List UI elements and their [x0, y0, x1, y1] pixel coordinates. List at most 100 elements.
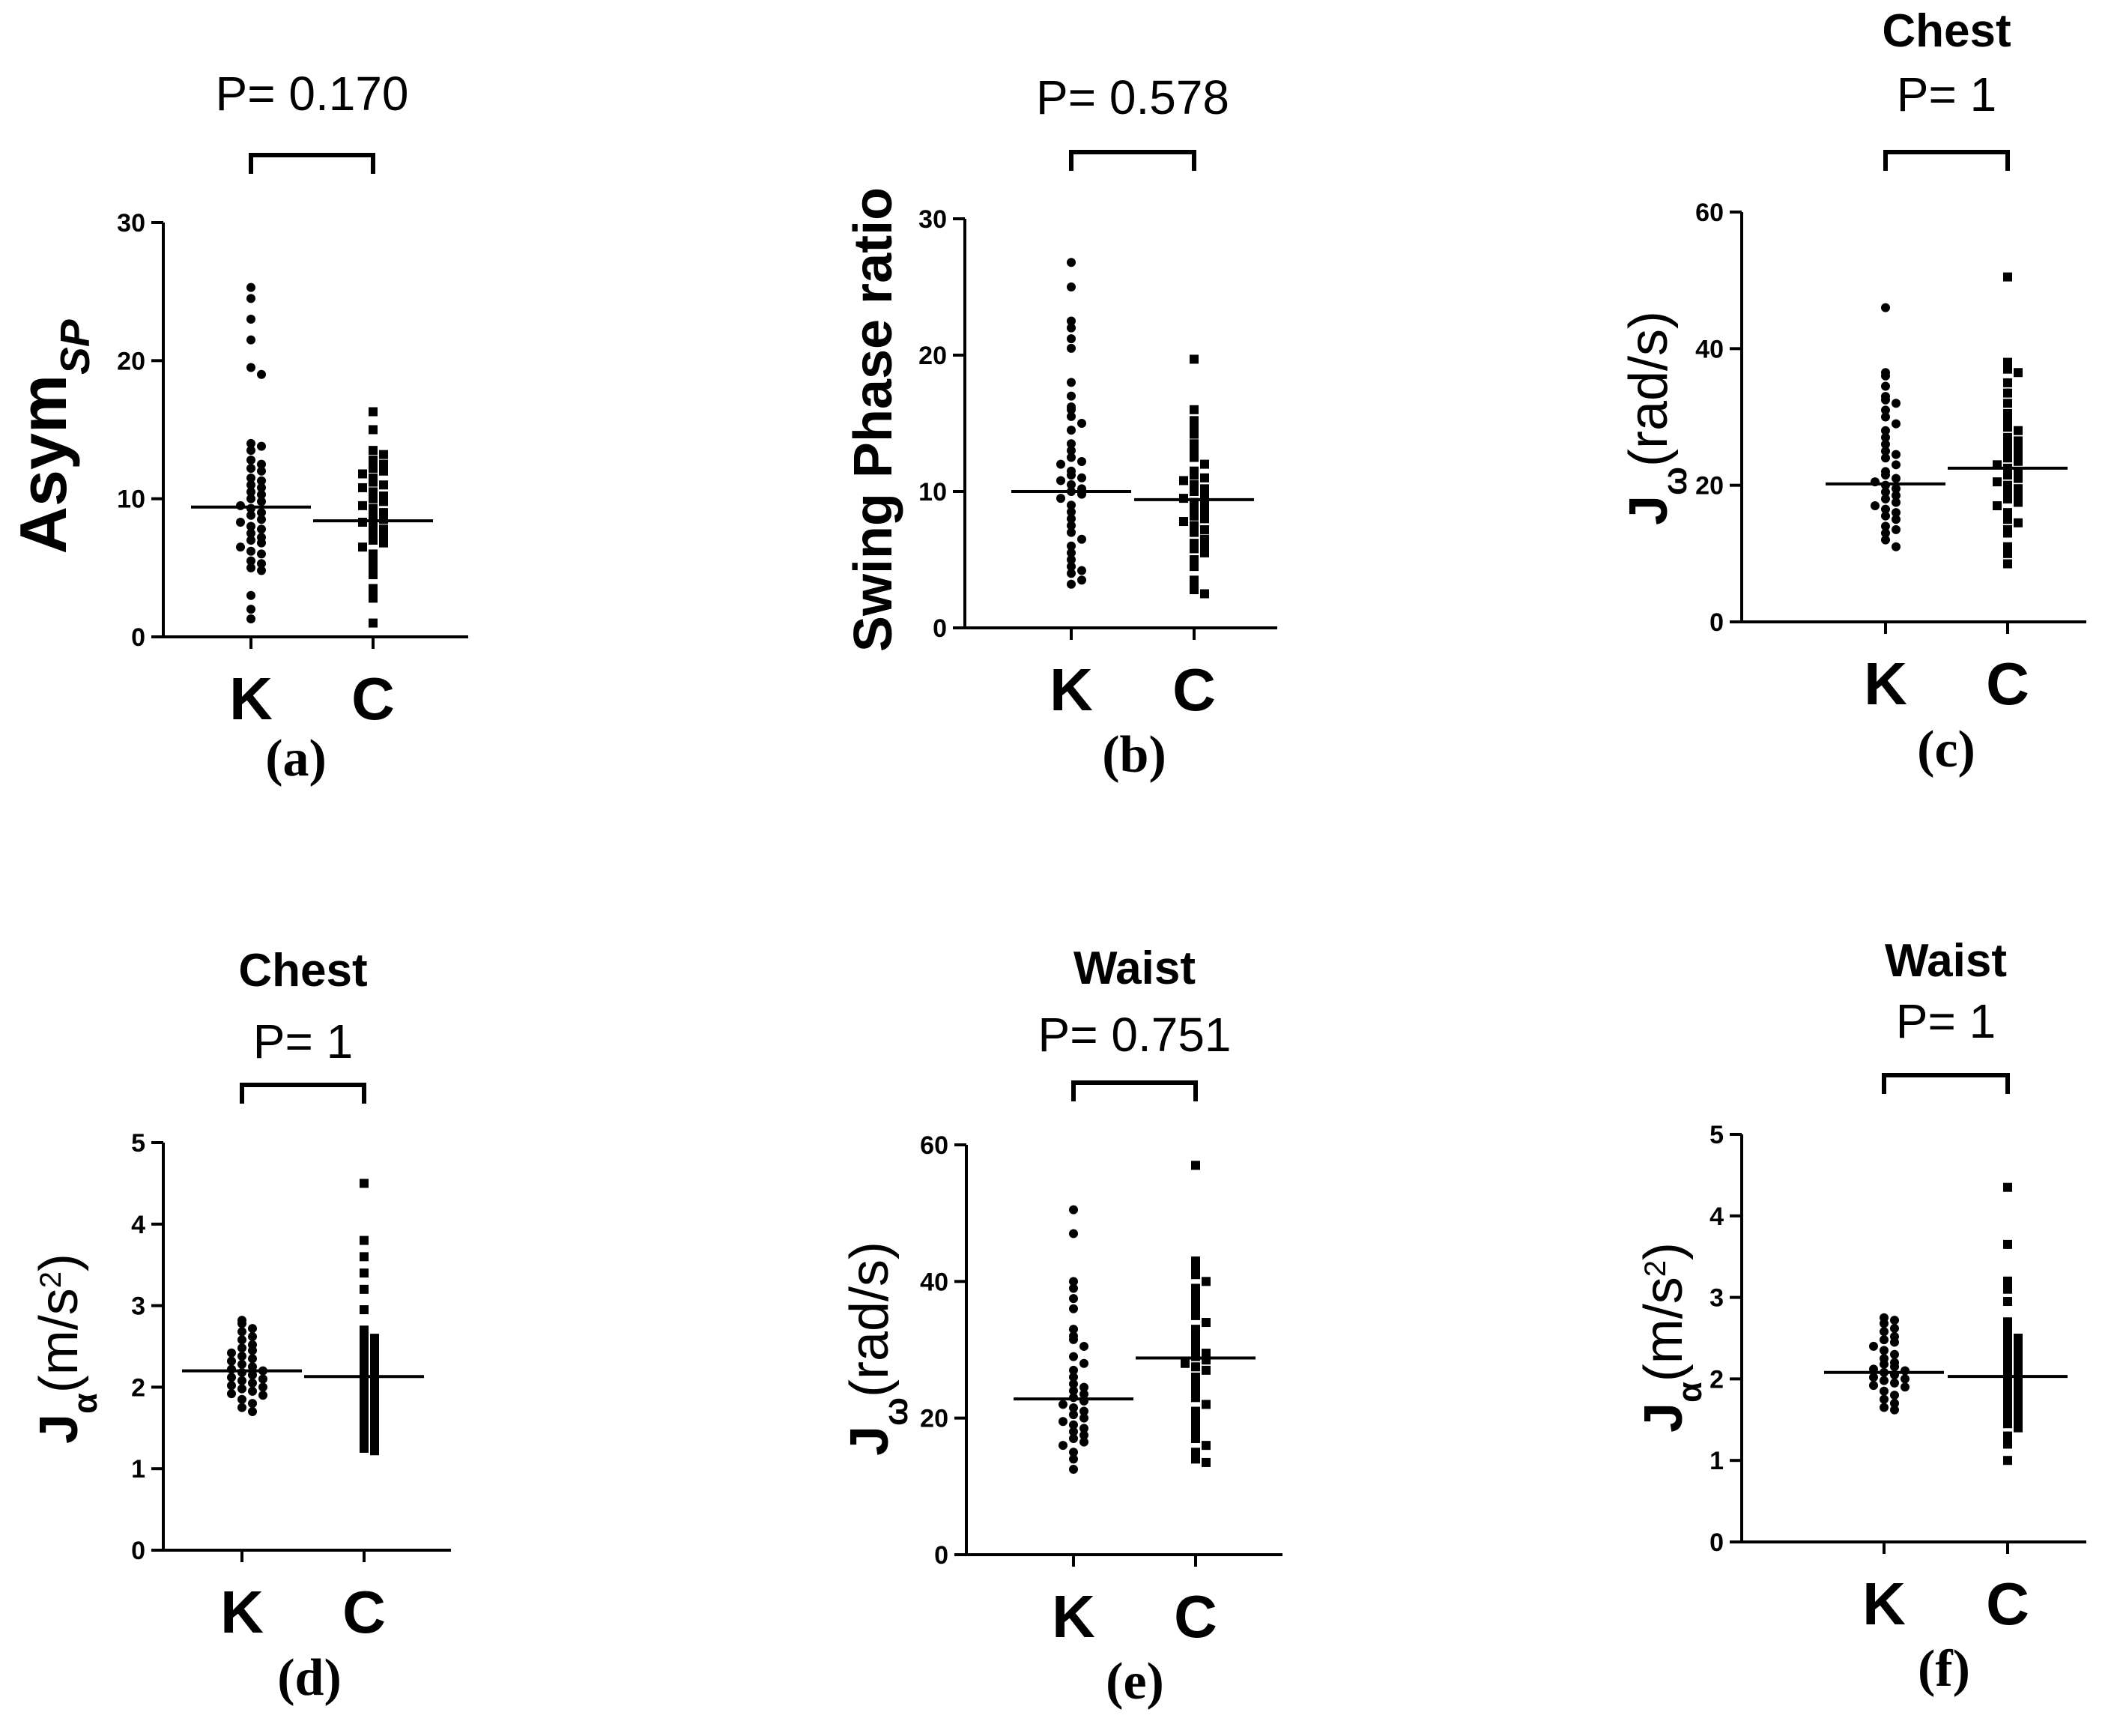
data-point-k	[1067, 343, 1076, 353]
data-point-k	[246, 521, 255, 531]
y-axis-label: AsymSP	[6, 319, 98, 554]
data-point-c	[360, 1403, 369, 1412]
data-point-k	[227, 1364, 236, 1374]
x-category-label: K	[1052, 1583, 1095, 1650]
data-point-k	[1077, 473, 1086, 483]
data-point-c	[2003, 470, 2012, 480]
data-point-c	[1190, 446, 1199, 456]
data-point-k	[246, 605, 255, 614]
y-tick-label: 3	[131, 1292, 145, 1321]
y-tick-label: 4	[1709, 1203, 1724, 1231]
panel-label: (f)	[1918, 1640, 1970, 1698]
data-point-k	[237, 1403, 246, 1412]
y-axis-label-subscript: α	[1671, 1382, 1709, 1403]
data-point-k	[1892, 460, 1901, 470]
y-axis-label-subscript: ω	[1656, 467, 1694, 495]
data-point-c	[2003, 487, 2012, 497]
y-tick-label: 5	[1709, 1121, 1724, 1149]
data-point-c	[2014, 497, 2023, 507]
data-point-k	[1892, 524, 1901, 534]
chart-panel-e: 0 20 40 60 K C P= 0.751 Waist Jω(rad/s) (e)	[840, 943, 1282, 1711]
data-point-c	[360, 1346, 369, 1355]
y-axis-label-subscript: SP	[52, 319, 98, 375]
data-point-k	[1881, 504, 1890, 514]
data-point-k	[1881, 494, 1890, 503]
data-point-k	[1892, 491, 1901, 500]
data-point-k	[1901, 1374, 1910, 1384]
y-tick-label: 20	[920, 1405, 948, 1433]
data-point-k	[1067, 548, 1076, 557]
y-axis-label-main: J	[840, 1426, 900, 1456]
data-point-k	[1067, 391, 1076, 401]
data-point-c	[369, 593, 378, 603]
data-point-k	[1067, 323, 1076, 333]
x-category-label: C	[1986, 650, 2029, 717]
data-point-k	[1892, 399, 1901, 408]
data-point-k	[246, 464, 255, 474]
x-category-label: C	[1174, 1583, 1217, 1650]
panel-label: (b)	[1102, 726, 1166, 784]
data-point-c	[1202, 1318, 1211, 1328]
data-point-c	[360, 1305, 369, 1315]
data-point-c	[1200, 524, 1209, 534]
data-point-c	[2014, 436, 2023, 446]
data-point-c	[369, 446, 378, 456]
data-point-k	[1079, 1424, 1088, 1433]
data-point-c	[370, 1446, 379, 1456]
data-point-c	[369, 618, 378, 628]
data-point-c	[2003, 1276, 2012, 1286]
significance-bracket	[240, 1083, 366, 1104]
data-point-c	[2014, 1415, 2023, 1424]
data-point-k	[236, 518, 245, 527]
data-point-c	[2003, 1431, 2012, 1441]
data-point-k	[1079, 1437, 1088, 1447]
panel-label: (d)	[277, 1649, 342, 1707]
y-tick-label: 20	[1695, 472, 1724, 500]
data-point-c	[2003, 1297, 2012, 1307]
data-point-k	[1067, 453, 1076, 462]
data-point-k	[1069, 1403, 1078, 1412]
data-point-c	[1200, 541, 1209, 551]
data-point-c	[369, 528, 378, 538]
data-point-c	[2003, 1403, 2012, 1412]
data-point-c	[1190, 527, 1199, 537]
data-point-c	[369, 549, 378, 559]
data-point-c	[379, 480, 388, 490]
panel-label: (a)	[265, 730, 327, 787]
data-point-c	[360, 1370, 369, 1380]
data-point-k	[1069, 1379, 1078, 1389]
data-point-c	[379, 466, 388, 476]
data-point-k	[1892, 484, 1901, 494]
data-point-k	[1059, 1417, 1067, 1427]
data-point-k	[1881, 528, 1890, 538]
y-tick-label: 0	[1709, 1528, 1724, 1557]
data-point-c	[1191, 1161, 1200, 1170]
data-point-c	[1190, 439, 1199, 449]
data-point-k	[1077, 566, 1086, 575]
data-point-c	[2003, 408, 2012, 418]
data-point-k	[1069, 1410, 1078, 1420]
data-point-c	[1190, 429, 1199, 439]
data-point-k	[258, 1382, 267, 1392]
data-point-k	[258, 1391, 267, 1400]
y-tick-label: 2	[131, 1373, 145, 1402]
data-point-k	[1079, 1382, 1088, 1392]
data-point-c	[2003, 559, 2012, 569]
y-axis-label-unit: (rad/s)	[1619, 311, 1679, 467]
data-point-k	[1067, 541, 1076, 551]
data-point-k	[1881, 412, 1890, 422]
data-point-k	[1881, 521, 1890, 531]
data-point-c	[1200, 548, 1209, 557]
data-point-c	[1191, 1393, 1200, 1403]
data-point-c	[1191, 1362, 1200, 1372]
data-point-c	[369, 494, 378, 503]
data-point-k	[1067, 446, 1076, 456]
data-point-k	[1069, 1434, 1078, 1444]
data-point-k	[1056, 476, 1065, 486]
data-point-k	[246, 614, 255, 624]
data-point-c	[1993, 501, 2002, 511]
data-point-c	[1191, 1283, 1200, 1293]
data-point-c	[2003, 357, 2012, 367]
data-point-c	[2014, 474, 2023, 483]
data-point-c	[1202, 1349, 1211, 1358]
